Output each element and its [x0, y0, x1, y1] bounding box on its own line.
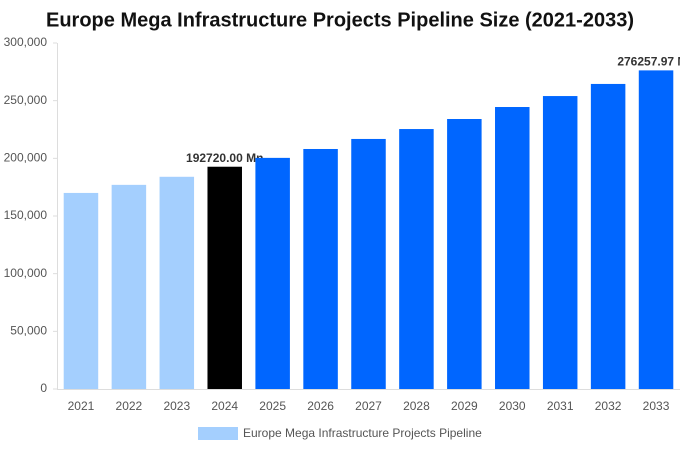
y-tick-label: 300,000	[4, 35, 48, 49]
bar	[255, 157, 290, 389]
bar	[638, 70, 674, 389]
bar	[159, 176, 195, 389]
value-label: 276257.97 Mn	[617, 55, 680, 69]
bar	[447, 119, 482, 389]
bar	[399, 129, 434, 389]
x-tick-label: 2028	[403, 399, 430, 413]
bar	[542, 96, 578, 389]
bar	[63, 192, 99, 389]
bar	[303, 148, 338, 389]
bar	[111, 184, 147, 389]
bar	[207, 166, 242, 389]
legend-label: Europe Mega Infrastructure Projects Pipe…	[243, 426, 482, 440]
x-tick-label: 2027	[355, 399, 382, 413]
y-tick-label: 50,000	[10, 324, 47, 338]
x-tick-label: 2023	[163, 399, 190, 413]
y-tick-label: 0	[40, 381, 47, 395]
x-tick-label: 2021	[68, 399, 95, 413]
x-tick-label: 2025	[259, 399, 286, 413]
chart-title: Europe Mega Infrastructure Projects Pipe…	[46, 9, 634, 31]
bar	[351, 138, 386, 389]
x-tick-label: 2032	[595, 399, 622, 413]
x-tick-label: 2031	[547, 399, 574, 413]
y-tick-label: 250,000	[4, 93, 48, 107]
x-tick-label: 2029	[451, 399, 478, 413]
x-tick-label: 2026	[307, 399, 334, 413]
bar	[590, 83, 626, 390]
y-tick-label: 150,000	[4, 208, 48, 222]
x-tick-label: 2033	[643, 399, 670, 413]
value-label: 192720.00 Mn	[186, 151, 263, 165]
x-tick-label: 2022	[116, 399, 143, 413]
x-tick-label: 2030	[499, 399, 526, 413]
x-tick-label: 2024	[211, 399, 238, 413]
y-tick-label: 200,000	[4, 151, 48, 165]
bar	[495, 107, 530, 389]
legend-swatch	[198, 427, 238, 440]
y-tick-label: 100,000	[4, 266, 48, 280]
